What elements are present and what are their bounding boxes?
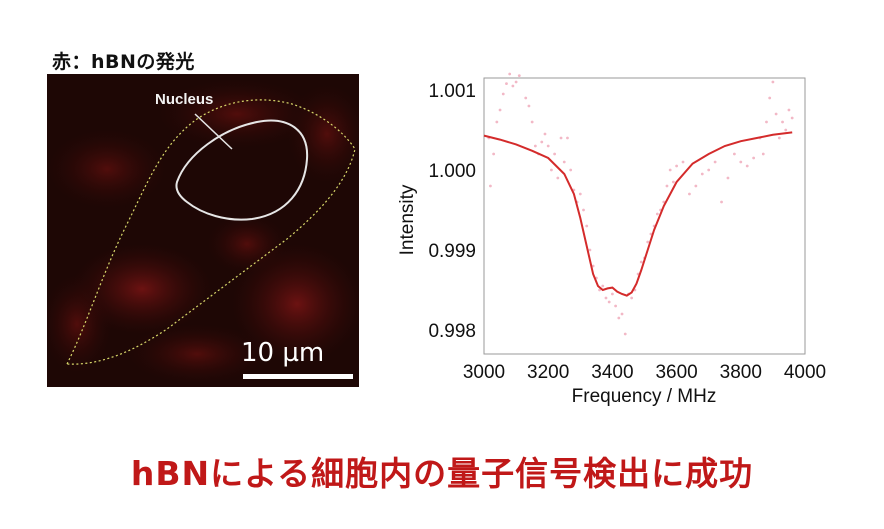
data-point [765,120,768,124]
data-point [688,192,691,196]
data-point [585,224,589,228]
data-point [514,80,518,84]
nucleus-label: Nucleus [155,91,214,108]
panel-label: 赤：hBNの発光 [52,51,195,73]
y-tick-label: 1.001 [428,81,476,102]
data-point [553,152,557,156]
data-point [505,82,508,85]
data-point [745,164,749,168]
y-tick-label: 0.998 [428,321,476,342]
data-point [604,296,608,300]
x-tick-label: 4000 [784,362,826,383]
fit-curve [483,131,793,297]
data-point [533,144,537,148]
x-tick-label: 3400 [591,362,633,383]
data-point [601,284,605,288]
x-axis-label: Frequency / MHz [572,386,717,407]
data-point [543,132,547,136]
data-point [774,112,778,116]
x-tick-label: 3600 [655,362,697,383]
data-point [707,168,711,172]
data-point [530,120,534,124]
data-point [665,184,669,188]
y-tick-label: 1.000 [428,161,476,182]
nucleus-outline [175,119,309,221]
data-point [694,184,698,188]
data-point [620,312,624,316]
data-point [546,144,550,148]
data-point [655,212,659,216]
data-points [487,72,794,336]
microscopy-image: Nucleus 10 µm [47,74,359,387]
y-axis: 0.998 0.999 1.000 1.001 [428,81,476,342]
data-point [511,84,515,88]
data-point [550,168,553,172]
data-point [720,200,723,204]
data-point [681,160,685,164]
data-point [495,120,499,124]
data-point [617,316,621,320]
data-point [752,156,756,160]
data-point [630,296,634,300]
data-point [611,292,614,296]
data-point [508,72,512,76]
data-point [607,300,611,304]
data-point [646,240,650,244]
data-point [784,128,788,132]
odmr-chart: 0.998 0.999 1.000 1.001 3000 3200 3400 3600 380… [397,72,826,407]
x-tick-label: 3200 [527,362,569,383]
data-point [562,160,566,164]
data-point [501,92,505,96]
data-point [732,152,736,156]
data-point [498,108,502,112]
x-tick-label: 3000 [463,362,505,383]
data-point [668,168,672,172]
scale-bar [243,374,353,379]
plot-frame [483,77,806,355]
data-point [527,104,531,108]
data-point [781,120,784,124]
data-point [614,304,618,308]
x-axis: 3000 3200 3400 3600 3800 4000 [463,362,826,383]
data-point [588,248,592,252]
data-point [582,208,585,212]
data-point [771,80,775,84]
y-axis-label: Intensity [397,184,418,255]
data-point [492,152,496,156]
data-point [761,152,765,156]
data-point [489,184,492,188]
y-tick-label: 0.999 [428,241,476,262]
x-tick-label: 3800 [720,362,762,383]
data-point [768,96,772,100]
data-point [726,176,730,180]
data-point [739,160,743,164]
data-point [556,176,560,180]
data-point [700,172,704,176]
data-point [578,192,582,196]
data-point [623,332,627,336]
data-point [787,108,791,112]
data-point [569,168,573,172]
data-point [777,136,781,140]
data-point [566,136,569,140]
nucleus-pointer [194,113,233,150]
bottom-title: hBNによる細胞内の量子信号検出に成功 [130,454,754,493]
data-point [598,288,601,292]
data-point [517,74,521,77]
data-point [675,164,678,168]
data-point [639,260,643,264]
microscopy-drawing [47,79,359,384]
data-point [671,180,675,184]
data-point [559,136,563,140]
scale-bar-label: 10 µm [241,338,325,368]
data-point [790,116,794,120]
data-point [540,140,544,144]
cell-outline [66,99,356,365]
data-point [524,96,528,100]
data-point [713,160,717,164]
